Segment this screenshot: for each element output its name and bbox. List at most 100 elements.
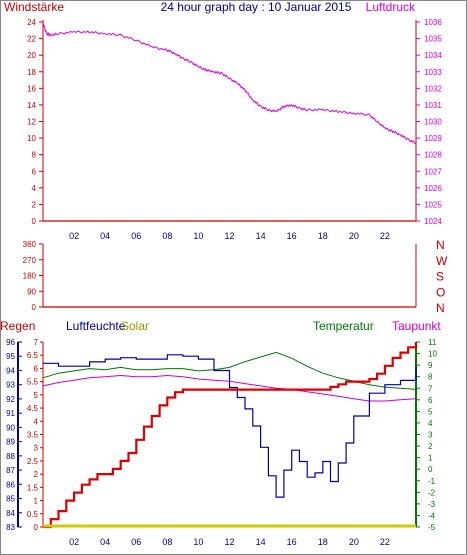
pressure-tick-label: 1031: [424, 101, 442, 110]
legend-temperatur: Temperatur: [313, 319, 374, 333]
panel1-hour-label: 22: [380, 231, 390, 241]
temperature-tick-label: 7: [428, 384, 433, 393]
temperature-tick-label: -5: [428, 523, 436, 532]
legend-regen: Regen: [0, 319, 35, 333]
rain-tick-label: 2: [34, 470, 39, 479]
wind-tick-label: 2: [32, 200, 37, 209]
panel1-hour-label: 08: [162, 231, 172, 241]
wind-pressure-panel: 2422201816141210864201036103510341033103…: [27, 18, 442, 241]
temperature-tick-label: 5: [428, 407, 433, 416]
rain-tick-label: 1: [34, 497, 39, 506]
wind-tick-label: 18: [27, 68, 36, 77]
direction-label: W: [436, 254, 448, 268]
panel1-hour-label: 12: [224, 231, 234, 241]
humidity-tick-label: 87: [6, 466, 15, 475]
panel3-hour-label: 06: [131, 537, 141, 547]
pressure-tick-label: 1035: [424, 35, 442, 44]
panel3-hour-label: 20: [349, 537, 359, 547]
humidity-tick-label: 95: [6, 352, 15, 361]
rain-tick-label: 3.5: [27, 431, 39, 440]
rain-tick-label: 6: [34, 364, 39, 373]
wind-tick-label: 20: [27, 51, 36, 60]
humidity-tick-label: 92: [6, 395, 15, 404]
direction-tick-label: 360: [23, 240, 37, 249]
direction-label: S: [436, 270, 444, 284]
wind-tick-label: 24: [27, 18, 36, 27]
wind-tick-label: 6: [32, 167, 37, 176]
panel1-hour-label: 02: [69, 231, 79, 241]
pressure-tick-label: 1034: [424, 51, 442, 60]
windstaerke-label: Windstärke: [4, 0, 64, 14]
temperature-tick-label: -4: [428, 511, 436, 520]
temperature-tick-label: -3: [428, 500, 436, 509]
rain-tick-label: 3: [34, 444, 39, 453]
temperature-tick-label: -2: [428, 488, 436, 497]
panel3-hour-label: 04: [100, 537, 110, 547]
temperature-tick-label: 11: [428, 338, 437, 347]
humidity-tick-label: 93: [6, 381, 15, 390]
direction-label: N: [436, 301, 445, 315]
temperature-tick-label: 9: [428, 361, 433, 370]
legend-luftfeuchte: Luftfeuchte: [66, 319, 126, 333]
luftfeuchte-series: [43, 354, 417, 498]
pressure-tick-label: 1033: [424, 68, 442, 77]
wind-tick-label: 0: [32, 217, 37, 226]
panel1-hour-label: 10: [193, 231, 203, 241]
rain-tick-label: 4.5: [27, 404, 39, 413]
rain-tick-label: 2.5: [27, 457, 39, 466]
wind-tick-label: 8: [32, 151, 37, 160]
humidity-tick-label: 88: [6, 452, 15, 461]
temperature-tick-label: 10: [428, 350, 437, 359]
rain-tick-label: 0: [34, 523, 39, 532]
chart-title: 24 hour graph day : 10 Januar 2015: [161, 0, 352, 14]
direction-tick-label: 0: [32, 303, 37, 312]
panel3-hour-label: 16: [287, 537, 297, 547]
humidity-tick-label: 96: [6, 338, 15, 347]
humidity-tick-label: 84: [6, 509, 15, 518]
rain-tick-label: 5: [34, 391, 39, 400]
wind-tick-label: 10: [27, 134, 36, 143]
rain-tick-label: 6.5: [27, 351, 39, 360]
pressure-tick-label: 1029: [424, 134, 442, 143]
temperature-tick-label: 8: [428, 373, 433, 382]
humidity-tick-label: 91: [6, 409, 15, 418]
humidity-tick-label: 89: [6, 438, 15, 447]
direction-tick-label: 270: [23, 256, 37, 265]
rain-tick-label: 1.5: [27, 483, 39, 492]
direction-label: N: [436, 238, 445, 252]
temperature-tick-label: -1: [428, 477, 436, 486]
direction-label: O: [436, 285, 445, 299]
panel3-hour-label: 22: [380, 537, 390, 547]
pressure-tick-label: 1025: [424, 200, 442, 209]
pressure-tick-label: 1028: [424, 151, 442, 160]
panel1-hour-label: 04: [100, 231, 110, 241]
temperature-tick-label: 6: [428, 396, 433, 405]
regen-series: [43, 342, 418, 529]
wind-tick-label: 4: [32, 184, 37, 193]
panel1-hour-label: 18: [318, 231, 328, 241]
panel3-hour-label: 12: [224, 537, 234, 547]
panel1-hour-label: 06: [131, 231, 141, 241]
pressure-tick-label: 1032: [424, 84, 442, 93]
pressure-tick-label: 1026: [424, 184, 442, 193]
rain-tick-label: 7: [34, 338, 39, 347]
luftdruck-series: [42, 23, 417, 145]
temperature-tick-label: 4: [428, 419, 433, 428]
legend-taupunkt: Taupunkt: [392, 319, 441, 333]
panel3-hour-label: 18: [318, 537, 328, 547]
rain-tick-label: 5.5: [27, 378, 39, 387]
panel3-hour-label: 02: [69, 537, 79, 547]
humidity-tick-label: 90: [6, 423, 15, 432]
wind-tick-label: 12: [27, 118, 36, 127]
rain-tick-label: 4: [34, 417, 39, 426]
panel3-hour-label: 10: [193, 537, 203, 547]
wind-tick-label: 22: [27, 35, 36, 44]
pressure-tick-label: 1027: [424, 167, 442, 176]
temperature-tick-label: 1: [428, 454, 433, 463]
wind-tick-label: 14: [27, 101, 36, 110]
pressure-tick-label: 1030: [424, 118, 442, 127]
humidity-tick-label: 85: [6, 495, 15, 504]
humidity-tick-label: 86: [6, 480, 15, 489]
legend-solar: Solar: [121, 319, 149, 333]
